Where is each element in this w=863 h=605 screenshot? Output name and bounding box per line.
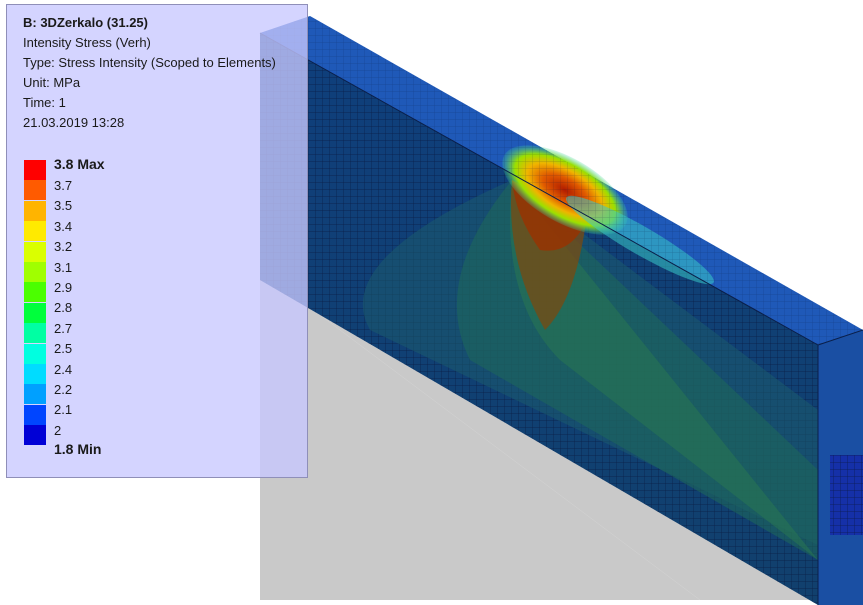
legend-level-label: 3.4: [54, 218, 73, 234]
legend-swatch: [24, 160, 46, 180]
result-legend-panel[interactable]: B: 3DZerkalo (31.25) Intensity Stress (V…: [6, 4, 308, 478]
legend-level-label: 2.1: [54, 402, 73, 418]
result-title: B: 3DZerkalo (31.25): [23, 15, 148, 30]
legend-level-label: 3.1: [54, 259, 73, 275]
legend-level-label: 3.2: [54, 239, 73, 255]
result-name: Intensity Stress (Verh): [23, 35, 151, 50]
legend-swatch: [24, 241, 46, 262]
legend-swatch: [24, 404, 46, 425]
result-type: Type: Stress Intensity (Scoped to Elemen…: [23, 55, 276, 70]
legend-swatch: [24, 323, 46, 344]
result-unit: Unit: MPa: [23, 75, 81, 90]
legend-level-label: 2: [54, 422, 62, 438]
legend-max-label: 3.8 Max: [54, 156, 105, 172]
legend-level-label: 3.7: [54, 178, 73, 193]
contour-fan-inner: [510, 180, 818, 560]
legend-swatch: [24, 221, 46, 242]
legend-level-label: 3.5: [54, 198, 73, 214]
legend-level-label: 2.8: [54, 300, 73, 316]
legend-swatch: [24, 343, 46, 364]
result-date: 21.03.2019 13:28: [23, 115, 125, 130]
legend-level-label: 2.2: [54, 382, 73, 397]
legend-level-label: 2.9: [54, 280, 73, 295]
legend-swatch: [24, 425, 46, 446]
result-time: Time: 1: [23, 95, 66, 110]
legend-level-label: 2.4: [54, 361, 73, 377]
legend-swatch: [24, 364, 46, 384]
legend-swatch: [24, 384, 46, 405]
legend-level-label: 2.7: [54, 320, 73, 336]
legend-swatch: [24, 302, 46, 323]
legend-swatch: [24, 180, 46, 201]
legend-swatch: [24, 200, 46, 221]
legend-min-label: 1.8 Min: [54, 441, 102, 457]
legend-swatch: [24, 282, 46, 303]
legend-level-label: 2.5: [54, 341, 73, 357]
legend-swatch: [24, 262, 46, 282]
